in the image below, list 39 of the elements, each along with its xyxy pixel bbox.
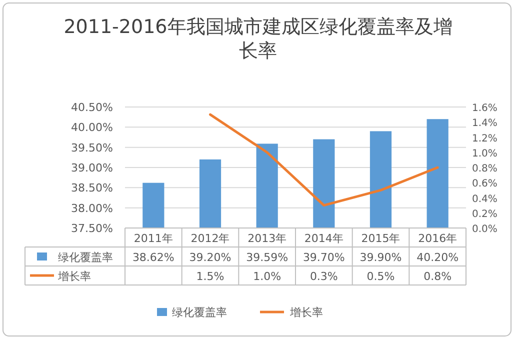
text: 绿化覆盖率	[172, 306, 227, 319]
y-tick-label: 39.50%	[71, 141, 113, 154]
data-label: 38.62%	[132, 251, 174, 264]
x-tick-label: 2011年	[134, 232, 173, 245]
data-label: 40.20%	[416, 251, 459, 264]
y-tick-label: 39.00%	[71, 162, 113, 174]
y2-tick-label: 1.4%	[472, 118, 498, 130]
data-label: 39.70%	[302, 251, 345, 264]
y2-tick-label: 0.8%	[472, 164, 498, 174]
y-tick-label: 40.00%	[71, 121, 113, 134]
x-tick-label: 2014年	[304, 232, 344, 245]
x-tick-label: 2015年	[361, 232, 400, 245]
x-tick-label: 2013年	[248, 232, 287, 245]
y2-tick-label: 0.4%	[472, 194, 498, 205]
legend-label: 绿化覆盖率	[58, 251, 113, 264]
y2-tick-label: 0.0%	[472, 224, 498, 235]
x-tick-label: 2012年	[190, 232, 230, 245]
data-label: 0.5%	[366, 270, 395, 283]
data-label: 1.0%	[253, 270, 282, 283]
data-label: 0.8%	[424, 270, 452, 283]
y2-tick-label: 1.0%	[472, 148, 498, 160]
data-label: 0.3%	[310, 270, 338, 283]
x-tick-label: 2016年	[418, 232, 458, 245]
data-label: 39.59%	[246, 251, 288, 264]
y-tick-label: 38.50%	[71, 182, 113, 195]
legend-label: 增长率	[289, 306, 323, 319]
y2-tick-label: 1.2%	[472, 133, 498, 144]
y-tick-label: 40.50%	[71, 101, 113, 114]
data-label: 39.90%	[360, 251, 402, 264]
text: 增长率	[58, 270, 91, 283]
data-label: 39.20%	[189, 251, 232, 264]
line-series	[209, 113, 439, 207]
y2-tick-label: 0.6%	[472, 178, 498, 190]
data-label: 1.5%	[196, 270, 224, 283]
y2-tick-label: 1.6%	[472, 103, 498, 114]
y-tick-label: 38.00%	[71, 202, 113, 215]
y-tick-label: 37.50%	[71, 222, 113, 235]
chart-title: 2011-2016年我国城市建成区绿化覆盖率及增长率	[64, 16, 452, 62]
y2-tick-label: 0.2%	[472, 208, 498, 220]
